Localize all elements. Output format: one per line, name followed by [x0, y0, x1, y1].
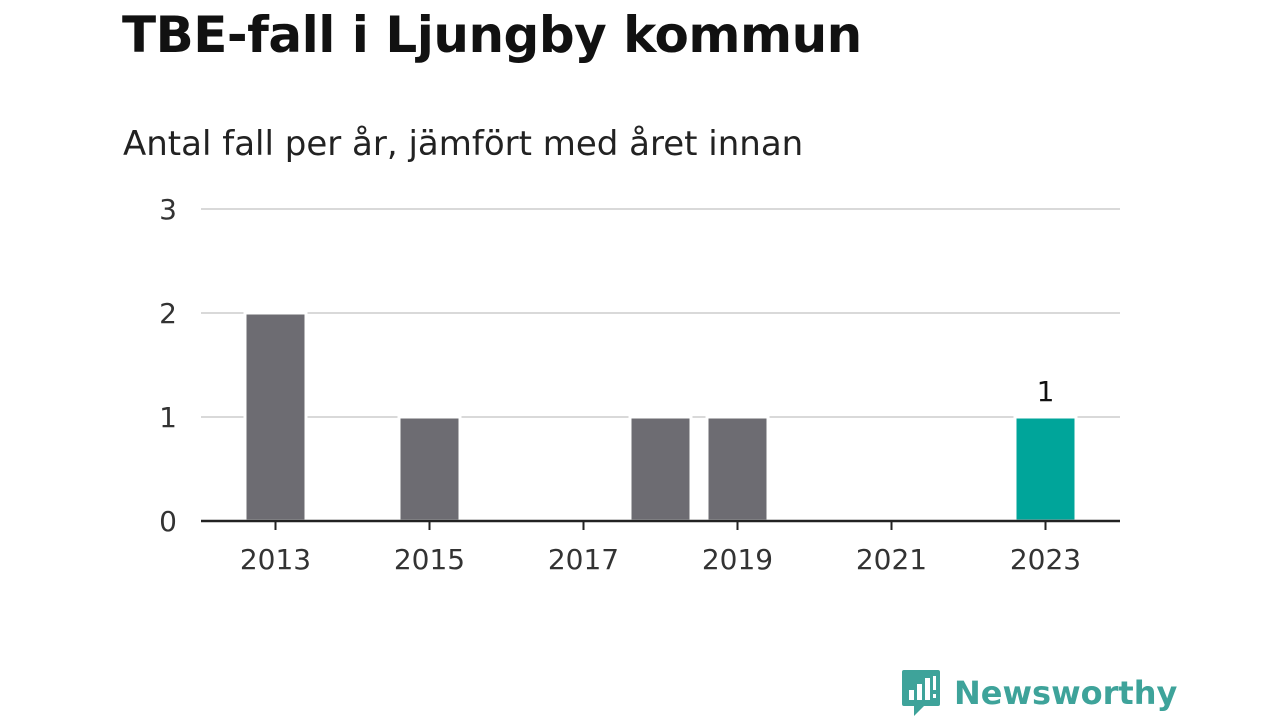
x-tick-label: 2013 [240, 543, 311, 576]
x-tick-label: 2017 [548, 543, 619, 576]
y-tick-label: 0 [159, 505, 177, 538]
x-tick-label: 2021 [856, 543, 927, 576]
x-tick-label: 2019 [702, 543, 773, 576]
x-tick-label: 2015 [394, 543, 465, 576]
bar-2013 [243, 311, 308, 523]
bar-2023 [1013, 415, 1078, 523]
data-label-2023: 1 [1037, 375, 1055, 408]
bar-2018 [628, 415, 693, 523]
brand-name: Newsworthy [954, 674, 1178, 712]
y-tick-label: 2 [159, 297, 177, 330]
y-tick-label: 3 [159, 193, 177, 226]
chart-subtitle: Antal fall per år, jämfört med året inna… [123, 124, 804, 164]
brand-logo: Newsworthy [900, 668, 1177, 718]
newsworthy-logo-icon [902, 670, 940, 716]
x-tick-label: 2023 [1010, 543, 1081, 576]
bar-2015 [397, 415, 462, 523]
page-title: TBE-fall i Ljungby kommun [122, 6, 862, 64]
y-tick-label: 1 [159, 401, 177, 434]
bar-2019 [705, 415, 770, 523]
